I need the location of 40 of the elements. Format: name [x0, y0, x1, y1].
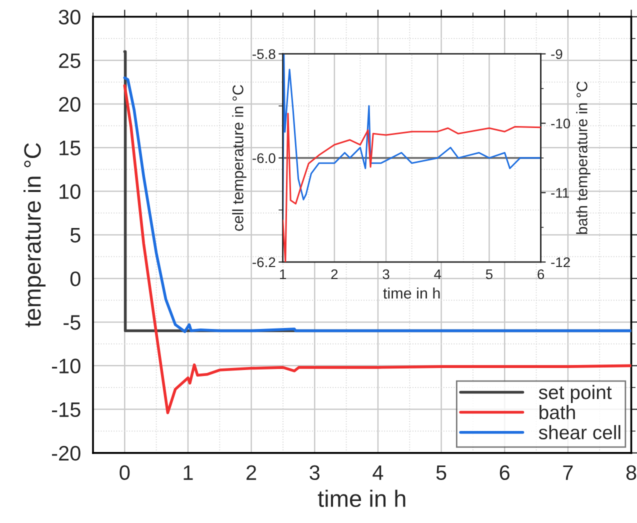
- y-tick-label: -20: [52, 446, 80, 461]
- y-tick-label: 20: [59, 96, 80, 112]
- x-tick-label: 2: [331, 269, 338, 280]
- y2-tick-label: -12: [551, 257, 570, 268]
- y-tick-label: 15: [60, 140, 80, 156]
- x-tick-label: 1: [184, 465, 193, 480]
- y-axis-title: temperature in °C: [24, 143, 46, 328]
- y-tick-label: -5.8: [252, 49, 276, 60]
- y-tick-label: 5: [70, 228, 80, 243]
- y2-tick-label: -10: [551, 118, 570, 128]
- y-tick-label: 30: [58, 10, 80, 24]
- y-tick-label: -6.2: [252, 257, 276, 268]
- y2-tick-label: -9: [551, 49, 562, 60]
- legend-label: bath: [540, 405, 575, 420]
- x-tick-label: 4: [434, 269, 442, 280]
- x-tick-label: 5: [486, 269, 492, 280]
- y-tick-label: 10: [60, 184, 80, 199]
- legend-label: shear cell: [538, 425, 620, 440]
- x-tick-label: 8: [626, 465, 636, 480]
- legend-label: set point: [538, 384, 612, 404]
- x-tick-label: 4: [372, 465, 384, 480]
- x-tick-label: 3: [382, 269, 390, 280]
- x-axis-title: time in h: [318, 490, 406, 508]
- x-tick-label: 2: [246, 465, 256, 480]
- y-axis-title: cell temperature in °C: [232, 84, 246, 231]
- y2-axis-title: bath temperature in °C: [576, 82, 590, 234]
- x-tick-label: 6: [538, 269, 544, 280]
- y-tick-label: 25: [59, 53, 80, 68]
- x-tick-label: 5: [436, 465, 446, 480]
- x-tick-label: 6: [500, 465, 510, 480]
- x-tick-label: 3: [310, 465, 320, 480]
- x-axis-title: time in h: [383, 287, 440, 299]
- y2-tick-label: -11: [551, 188, 569, 198]
- y-tick-label: -15: [52, 402, 80, 418]
- y-tick-label: -10: [52, 358, 80, 374]
- y-tick-label: -6.0: [252, 153, 276, 164]
- x-tick-label: 7: [563, 465, 573, 480]
- x-tick-label: 1: [280, 269, 286, 280]
- x-tick-label: 0: [120, 465, 130, 480]
- y-tick-label: -5: [64, 315, 80, 330]
